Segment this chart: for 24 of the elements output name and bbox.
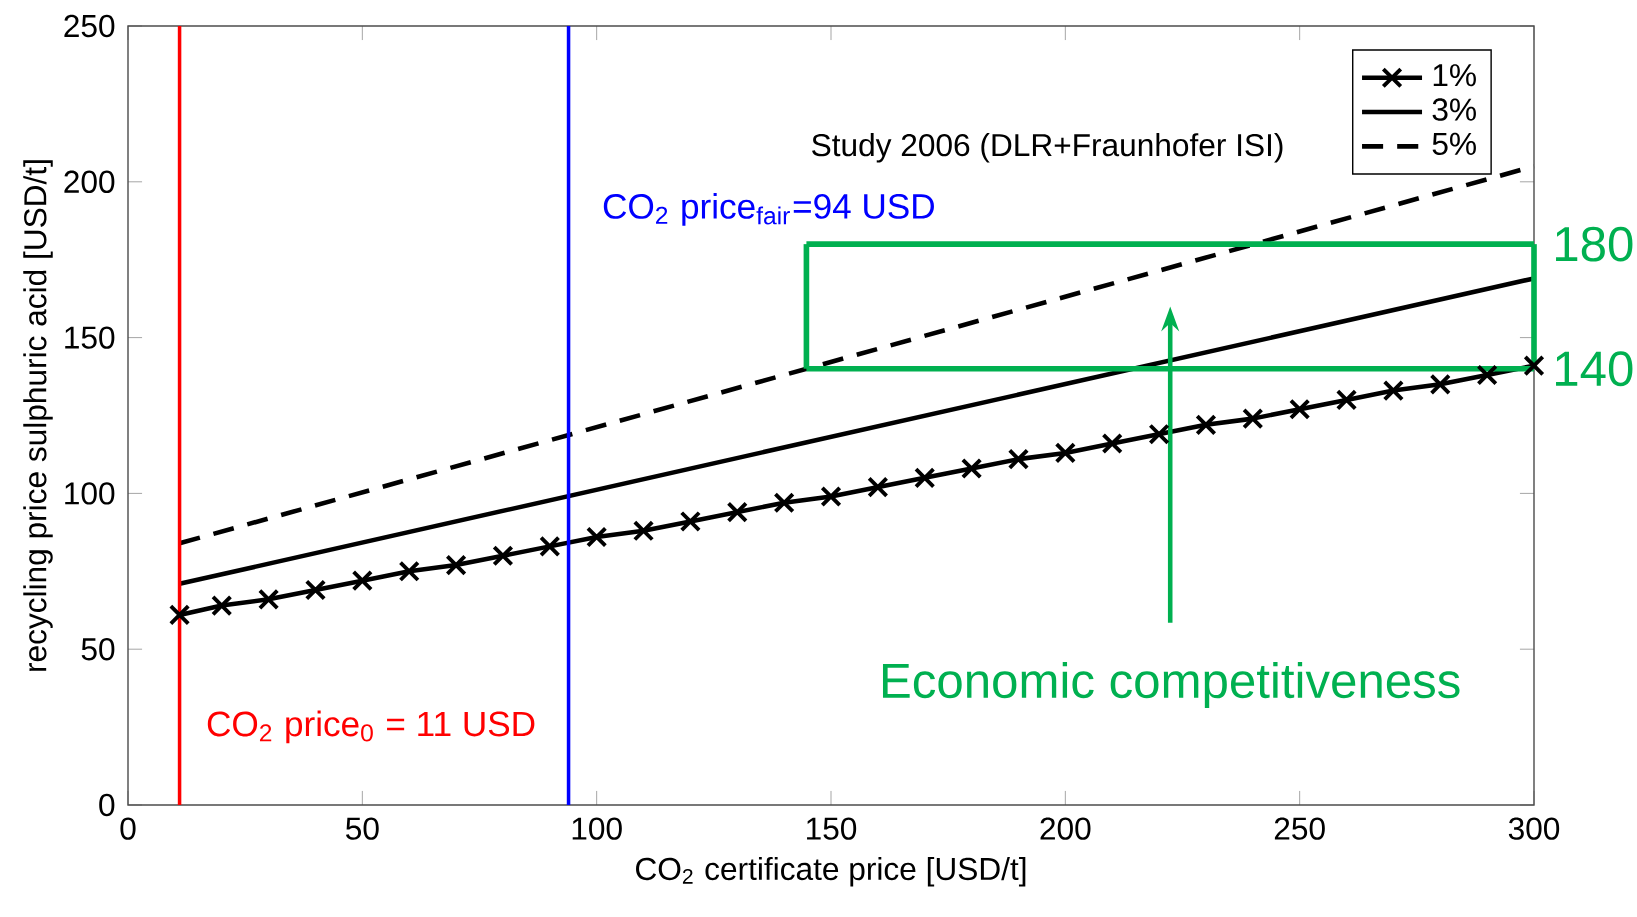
legend-label: 3% (1432, 98, 1476, 121)
annotation: Economic competitiveness (882, 662, 1460, 708)
y-tick-label: 50 (81, 637, 115, 661)
ref-line-label: CO$_{2}$ price$_{0}$ = 11 USD (207, 710, 535, 744)
legend-label: 1% (1433, 64, 1476, 87)
x-axis-title: CO$_{2}$ certificate price [USD/t] (636, 856, 1026, 887)
x-tick-label: 50 (346, 817, 379, 840)
x-tick-label: 0 (120, 817, 136, 840)
y-tick-label: 0 (99, 793, 115, 817)
x-tick-label: 100 (572, 817, 622, 840)
y-tick-label: 100 (65, 482, 115, 505)
y-axis-title: recycling price sulphuric acid [USD/t] (23, 160, 53, 671)
legend-label: 5% (1432, 132, 1476, 156)
x-tick-label: 200 (1040, 817, 1091, 840)
y-tick-label: 200 (64, 170, 115, 194)
x-tick-label: 250 (1274, 817, 1325, 840)
annotation: Study 2006 (DLR+Fraunhofer ISI) (812, 133, 1283, 163)
y-tick-label: 150 (65, 326, 115, 349)
ref-line-label: 180 (1556, 226, 1633, 262)
ref-line-label: 140 (1556, 351, 1633, 387)
x-tick-label: 150 (807, 817, 857, 840)
ref-line-label: CO$_{2}$ price$_{fair}$=94 USD (603, 193, 934, 226)
x-tick-label: 300 (1508, 817, 1560, 840)
y-tick-label: 250 (64, 14, 115, 38)
